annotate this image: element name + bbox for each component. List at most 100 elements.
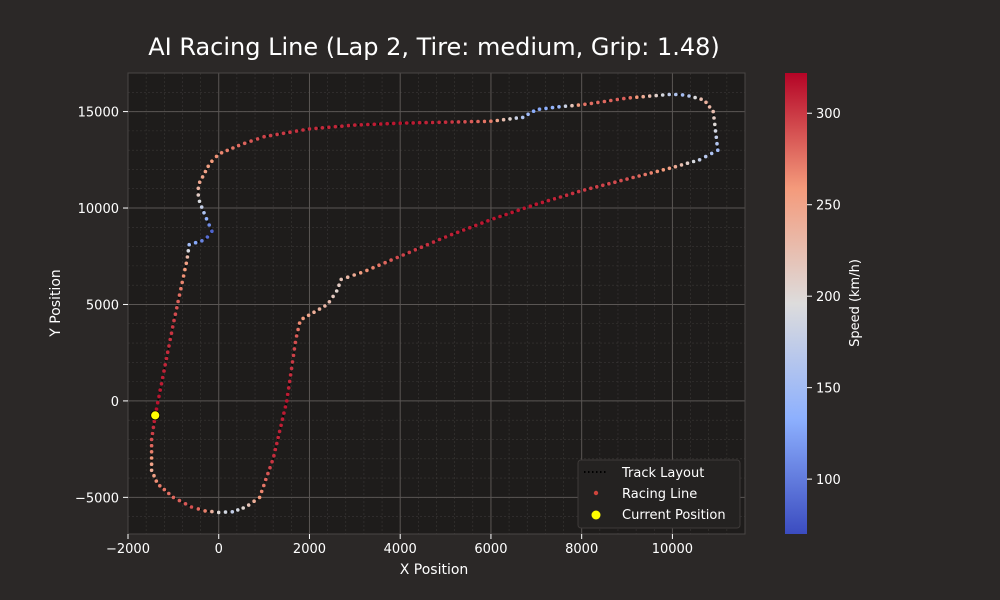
racing-line-point: [210, 509, 214, 514]
racing-line-point: [463, 120, 467, 124]
racing-line-point: [339, 277, 344, 282]
racing-line-point: [210, 159, 214, 163]
racing-line-point: [203, 169, 208, 174]
racing-line-point: [214, 154, 219, 159]
racing-line-point: [480, 221, 484, 225]
racing-line-point: [333, 124, 338, 129]
racing-line-point: [200, 239, 204, 243]
racing-line-point: [170, 325, 175, 329]
racing-line-point: [576, 103, 581, 107]
racing-line-point: [197, 180, 202, 184]
racing-line-point: [613, 180, 617, 184]
racing-line-point: [667, 92, 671, 97]
racing-line-point: [281, 131, 286, 136]
racing-line-point: [703, 154, 708, 159]
racing-line-point: [713, 129, 718, 133]
racing-line-point: [223, 510, 228, 514]
racing-line-point: [327, 300, 332, 304]
racing-line-point: [288, 130, 292, 134]
colorbar-tick-label: 100: [816, 473, 841, 488]
racing-line-point: [395, 255, 400, 260]
racing-line-point: [637, 174, 641, 178]
racing-line-point: [510, 210, 514, 215]
racing-line-point: [175, 306, 179, 310]
racing-line-point: [647, 94, 652, 98]
racing-line-point: [468, 225, 472, 230]
racing-line-point: [167, 344, 171, 348]
racing-line-point: [289, 366, 294, 371]
racing-line-point: [570, 191, 575, 196]
legend-track-label: Track Layout: [621, 466, 704, 481]
racing-line-point: [607, 181, 611, 186]
racing-line-point: [151, 425, 156, 430]
racing-line-point: [275, 132, 279, 137]
colorbar-tick-label: 250: [816, 199, 841, 214]
racing-line-point: [713, 122, 717, 127]
racing-line-point: [476, 119, 480, 124]
racing-line-point: [246, 503, 251, 507]
racing-line-point: [163, 363, 167, 367]
racing-line-point: [291, 353, 296, 358]
colorbar-gradient: [785, 73, 807, 534]
racing-line-point: [268, 133, 273, 138]
racing-line-point: [711, 109, 715, 114]
racing-line-point: [540, 200, 545, 205]
racing-line-point: [179, 286, 183, 291]
racing-line-point: [149, 468, 154, 473]
racing-line-point: [398, 121, 403, 125]
racing-line-point: [371, 266, 375, 270]
racing-line-point: [625, 177, 629, 181]
racing-line-point: [353, 123, 357, 127]
racing-line-point: [699, 97, 703, 101]
racing-line-point: [286, 386, 291, 390]
racing-line-point: [455, 230, 460, 235]
racing-line-point: [589, 186, 593, 191]
racing-line-point: [602, 99, 607, 104]
racing-line-point: [154, 407, 159, 411]
colorbar-tick-label: 300: [816, 107, 841, 122]
racing-line-point: [149, 450, 154, 454]
racing-line-point: [149, 443, 154, 448]
colorbar: 100 150 200 250 300 Speed (km/h): [785, 73, 863, 534]
racing-line-point: [164, 356, 169, 361]
racing-line-point: [200, 175, 205, 179]
racing-line-point: [199, 205, 204, 209]
racing-line-point: [424, 120, 428, 125]
racing-line-point: [184, 261, 189, 266]
racing-line-point: [425, 242, 430, 247]
racing-line-point: [372, 122, 377, 127]
racing-line-point: [522, 206, 526, 211]
racing-line-point: [544, 106, 548, 111]
racing-line-point: [323, 304, 327, 308]
racing-line-point: [582, 188, 587, 192]
y-axis-label: Y Position: [48, 269, 64, 338]
racing-line-point: [337, 283, 341, 288]
racing-line-point: [293, 340, 298, 345]
racing-line-point: [437, 120, 441, 125]
racing-line-point: [576, 189, 581, 194]
racing-line-point: [219, 151, 224, 155]
racing-line-point: [404, 121, 409, 125]
racing-line-point: [257, 495, 262, 500]
racing-line-point: [196, 193, 201, 197]
racing-line-point: [383, 260, 387, 265]
racing-line-point: [277, 429, 282, 434]
racing-line-point: [189, 505, 194, 509]
racing-line-point: [550, 105, 555, 110]
racing-line-point: [558, 195, 563, 199]
racing-line-point: [187, 242, 191, 247]
racing-line-point: [165, 350, 170, 355]
racing-line-point: [385, 121, 390, 126]
legend: Track Layout Racing Line Current Positio…: [577, 459, 741, 529]
racing-line-point: [159, 382, 164, 386]
x-tick-label: 6000: [474, 542, 507, 557]
y-tick-label: 15000: [78, 106, 119, 121]
racing-line-point: [287, 379, 292, 384]
racing-line-point: [641, 94, 645, 99]
racing-line-point: [443, 235, 448, 239]
racing-line-point: [306, 313, 311, 318]
x-axis-ticks: −2000 0 2000 4000 6000 8000 10000: [106, 534, 693, 557]
racing-line-point: [149, 456, 154, 460]
racing-line-point: [193, 240, 198, 245]
x-tick-label: 4000: [384, 542, 417, 557]
